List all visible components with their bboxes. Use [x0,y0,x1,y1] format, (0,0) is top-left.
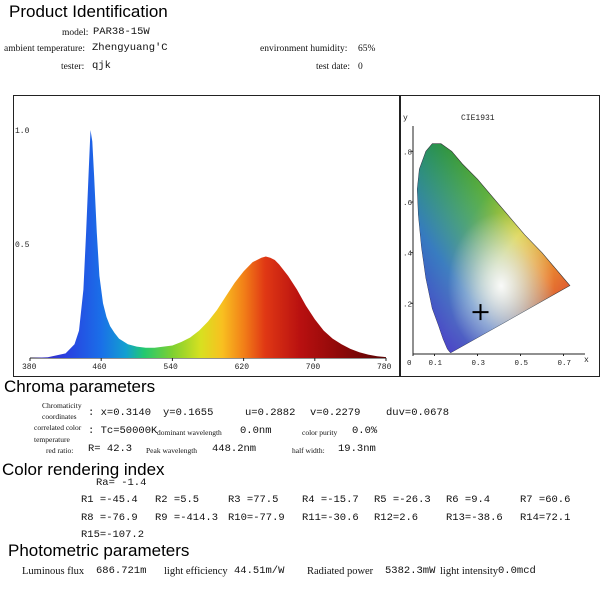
spectrum-x-tick-label: 620 [235,363,250,372]
chromaticity-label-1: Chromaticity [42,401,82,410]
cri-r12: R12=2.6 [374,512,419,524]
red-ratio-value: R= 42.3 [88,443,133,455]
cie-x-tick-label: 0.1 [429,360,443,368]
light-efficiency-value: 44.51m/W [234,565,285,577]
cie-y-tick-label: .6 [403,200,413,208]
spectrum-x-tick-label: 780 [377,363,392,372]
cct-value: : Tc=50000K [88,425,158,437]
cie1931-chart: CIE1931 y x 0 0.1 0.3 0.5 0.7 .8 .6 .4 .2 [403,114,589,368]
chromaticity-y-value: y=0.1655 [163,407,214,419]
cie-y-axis-label: y [403,114,408,123]
half-width-value: 19.3nm [338,443,376,455]
cie-locus [416,143,571,354]
spectrum-y-tick-label: 0.5 [15,241,30,250]
chroma-parameters-heading: Chroma parameters [4,377,156,396]
cri-r9: R9 =-414.3 [155,512,219,524]
duv-value: duv=0.0678 [386,407,450,419]
cie1931-chart-panel: CIE1931 y x 0 0.1 0.3 0.5 0.7 .8 .6 .4 .2 [400,95,600,377]
cri-r11: R11=-30.6 [302,512,359,524]
cri-r1: R1 =-45.4 [81,494,138,506]
cie-x-tick-label: 0.3 [472,360,486,368]
cri-r13: R13=-38.6 [446,512,503,524]
light-intensity-label: light intensity [440,566,499,577]
cie-title: CIE1931 [461,114,495,123]
cri-r2: R2 =5.5 [155,494,200,506]
half-width-label: half width: [292,446,325,455]
chromaticity-x-value: : x=0.3140 [88,407,152,419]
test-date-value: 0 [358,62,363,72]
color-purity-label: color purity [302,428,338,437]
cct-label-1: correlated color [34,423,82,432]
tester-value: qjk [92,60,111,72]
color-rendering-heading: Color rendering index [2,460,165,479]
spectrum-x-tick-label: 460 [92,363,107,372]
model-label: model: [62,28,89,38]
spectrum-x-tick-label: 700 [306,363,321,372]
cri-r5: R5 =-26.3 [374,494,431,506]
cri-r6: R6 =9.4 [446,494,491,506]
luminous-flux-value: 686.721m [96,565,147,577]
cie-x-axis-label: x [584,356,589,365]
spectrum-curve [30,130,386,358]
luminous-flux-label: Luminous flux [22,566,85,577]
cie-x-tick-label: 0 [407,360,412,368]
humidity-label: environment humidity: [260,44,348,54]
peak-wavelength-value: 448.2nm [212,443,257,455]
spectrum-chart-panel: 380 460 540 620 700 780 1.0 0.5 [13,95,400,377]
tester-label: tester: [61,62,85,72]
spectrum-x-tick-label: 380 [22,363,37,372]
product-identification-heading: Product Identification [9,2,168,21]
cri-r4: R4 =-15.7 [302,494,359,506]
spectrum-y-tick-label: 1.0 [15,127,30,136]
cie-y-tick-label: .8 [403,149,412,157]
red-ratio-label: red ratio: [46,446,74,455]
dominant-wavelength-label: dominant wavelength [157,428,222,437]
chromaticity-u-value: u=0.2882 [245,407,296,419]
chromaticity-v-value: v=0.2279 [310,407,361,419]
cri-r15: R15=-107.2 [81,529,145,541]
cct-label-2: temperature [34,435,70,444]
cie-x-tick-label: 0.5 [515,360,529,368]
color-purity-value: 0.0% [352,425,378,437]
radiated-power-value: 5382.3mW [385,565,436,577]
cri-r3: R3 =77.5 [228,494,279,506]
cri-r7: R7 =60.6 [520,494,571,506]
humidity-value: 65% [358,44,376,54]
model-value: PAR38-15W [93,26,150,38]
ambient-temperature-label: ambient temperature: [4,44,85,54]
test-date-label: test date: [316,62,351,72]
cri-r14: R14=72.1 [520,512,571,524]
ambient-temperature-value: Zhengyuang'C [92,42,168,54]
cri-r10: R10=-77.9 [228,512,285,524]
cie-y-tick-label: .4 [403,251,413,259]
cie-y-tick-label: .2 [403,301,412,309]
light-intensity-value: 0.0mcd [498,565,536,577]
light-efficiency-label: light efficiency [164,566,228,577]
peak-wavelength-label: Peak wavelength [146,446,198,455]
chromaticity-label-2: coordinates [42,412,77,421]
ra-value: Ra= -1.4 [96,477,147,489]
photometric-parameters-heading: Photometric parameters [8,541,190,560]
cri-r8: R8 =-76.9 [81,512,138,524]
spectrum-chart: 380 460 540 620 700 780 1.0 0.5 [15,127,392,372]
dominant-wavelength-value: 0.0nm [240,425,272,437]
cie-x-tick-label: 0.7 [558,360,572,368]
radiated-power-label: Radiated power [307,566,374,577]
spectrum-x-tick-label: 540 [163,363,178,372]
